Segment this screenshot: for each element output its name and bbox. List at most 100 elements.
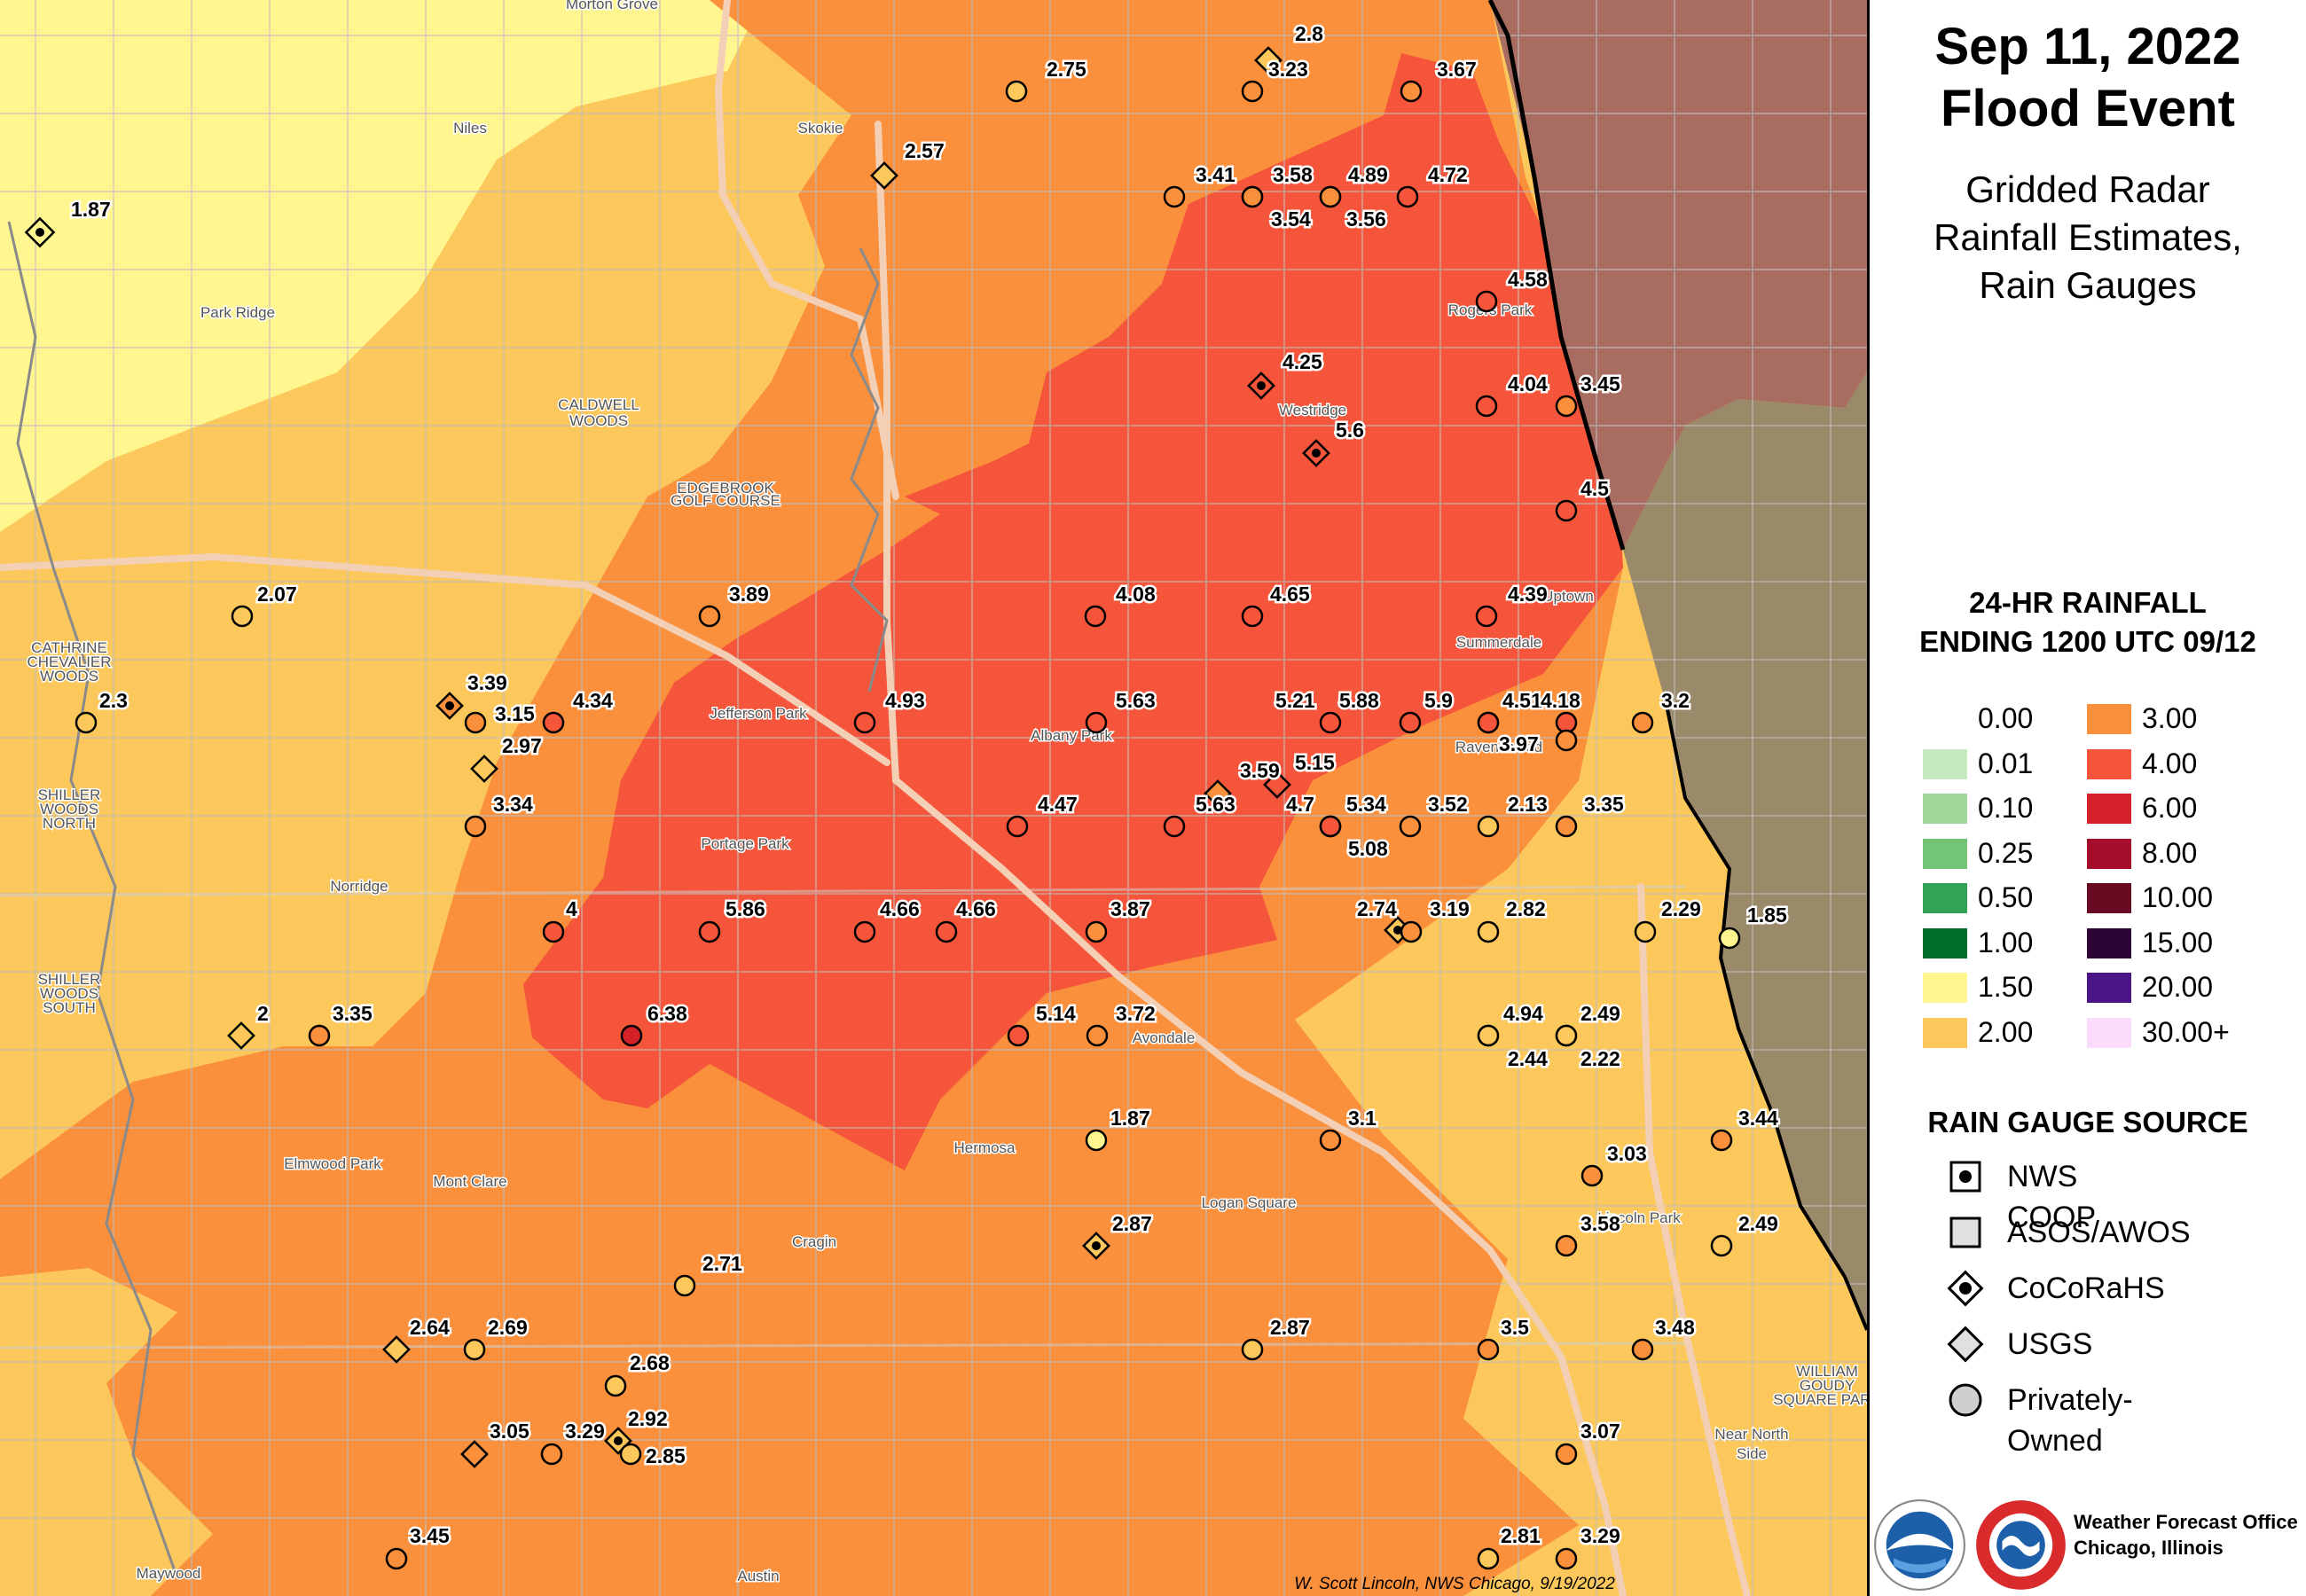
place-label: Cragin	[792, 1233, 836, 1250]
shoreline	[1487, 0, 1626, 551]
gauge-marker-private	[542, 711, 565, 734]
gauge-marker-private	[1475, 605, 1498, 628]
place-label: Maywood	[137, 1565, 201, 1582]
gauge-marker-private	[1634, 920, 1657, 943]
gauge-value: 2.22	[1580, 1047, 1620, 1070]
map-title-line2: Flood Event	[1941, 80, 2235, 137]
place-label: Avondale	[1133, 1029, 1196, 1046]
gauge-marker-private	[1718, 927, 1741, 950]
place-label: Elmwood Park	[284, 1155, 381, 1172]
gauge-marker-cocorahs	[1082, 1232, 1110, 1260]
street-grid	[0, 0, 1867, 1596]
gauge-value: 5.63	[1116, 689, 1156, 712]
gauge-marker-private	[540, 1443, 563, 1466]
legend-label: 2.00	[1978, 1015, 2034, 1048]
place-label: WOODS	[40, 801, 98, 818]
gauge-marker-private	[1555, 729, 1578, 752]
gauge-marker-private	[464, 815, 487, 838]
source-symbol-icon	[1947, 1326, 1984, 1363]
gauge-marker-private	[1007, 1024, 1030, 1047]
gauge-value: 2.29	[1661, 897, 1701, 920]
gauge-value: 3.54	[1271, 207, 1311, 231]
gauge-value: 3.5	[1501, 1316, 1529, 1339]
gauge-value: 4.7	[1286, 793, 1314, 816]
place-label: CATHRINE	[31, 639, 107, 656]
gauge-marker-private	[604, 1374, 627, 1397]
gauge-value: 2.82	[1506, 897, 1546, 920]
gauge-marker-usgs	[382, 1335, 411, 1364]
place-label: Side	[1737, 1445, 1767, 1462]
gauge-value: 3.35	[333, 1002, 373, 1025]
gauge-marker-private	[542, 920, 565, 943]
gauge-marker-private	[853, 711, 876, 734]
gauge-marker-usgs	[1204, 779, 1232, 808]
gauge-marker-private	[698, 920, 721, 943]
legend-label: 1.50	[1978, 971, 2034, 1003]
legend-swatch	[1923, 704, 1967, 734]
place-label: Westridge	[1279, 402, 1346, 419]
gauge-value: 5.21	[1275, 689, 1315, 712]
gauge-value: 3.15	[495, 702, 535, 725]
gauge-marker-private	[1085, 711, 1108, 734]
legend-swatch	[2087, 704, 2131, 734]
legend-swatch	[1923, 1017, 1967, 1048]
legend-swatch	[2087, 883, 2131, 913]
source-header: RAIN GAUGE SOURCE	[1927, 1106, 2248, 1138]
office-name: Weather Forecast Office Chicago, Illinoi…	[2074, 1509, 2298, 1561]
gauge-value: 4.5	[1580, 477, 1609, 500]
gauge-marker-cocorahs	[1302, 439, 1330, 467]
gauge-value: 4.47	[1038, 793, 1078, 816]
gauge-value: 3.58	[1273, 163, 1313, 186]
place-label: Summerdale	[1456, 634, 1541, 651]
legend-label: 4.00	[2142, 747, 2198, 779]
gauge-value: 3.23	[1268, 58, 1308, 81]
legend-header-line1: 24-HR RAINFALL	[1969, 586, 2207, 619]
gauge-marker-usgs	[870, 161, 898, 190]
gauge-marker-private	[385, 1547, 408, 1570]
gauge-marker-private	[1555, 1234, 1578, 1257]
legend-swatch	[2087, 794, 2131, 824]
place-label: WOODS	[40, 985, 98, 1002]
map-title-line1: Sep 11, 2022	[1934, 18, 2241, 75]
office-line2: Chicago, Illinois	[2074, 1537, 2224, 1559]
place-label: CALDWELL	[558, 396, 639, 413]
place-label: Jefferson Park	[710, 705, 807, 722]
gauge-value: 3.97	[1499, 732, 1539, 755]
source-label: Privately-Owned	[2007, 1383, 2133, 1458]
gauge-marker-private	[1319, 815, 1342, 838]
gauge-value: 3.56	[1346, 207, 1386, 231]
place-label: Skokie	[797, 120, 843, 137]
gauge-marker-private	[1710, 1129, 1733, 1152]
gauge-marker-usgs	[1263, 771, 1291, 799]
place-label: Portage Park	[701, 835, 789, 852]
gauge-value: 5.86	[726, 897, 765, 920]
gauge-value: 5.6	[1336, 419, 1364, 442]
gauge-marker-private	[1477, 1024, 1500, 1047]
gauge-value: 2.49	[1580, 1002, 1620, 1025]
gauge-value: 5.88	[1339, 689, 1379, 712]
subtitle-line3: Rain Gauges	[1979, 264, 2197, 306]
office-line1: Weather Forecast Office	[2074, 1511, 2298, 1533]
legend-swatch	[2087, 973, 2131, 1003]
source-symbol-icon	[1947, 1270, 1984, 1307]
place-label: WOODS	[569, 412, 628, 429]
map-credit: W. Scott Lincoln, NWS Chicago, 9/19/2022	[1294, 1575, 1615, 1593]
legend-swatch	[2087, 838, 2131, 869]
gauge-value: 2.97	[502, 734, 542, 757]
gauge-marker-private	[1555, 711, 1578, 734]
legend-swatch	[2087, 927, 2131, 958]
gauge-value: 3.45	[410, 1524, 450, 1547]
legend-label: 15.00	[2142, 926, 2214, 958]
gauge-marker-usgs	[227, 1021, 255, 1050]
gauge-marker-cocorahs	[1247, 372, 1275, 400]
gauge-marker-private	[1400, 80, 1423, 103]
gauge-marker-coop	[24, 216, 56, 248]
gauge-marker-private	[620, 1024, 643, 1047]
gauge-marker-private	[1319, 1129, 1342, 1152]
gauge-value: 4.25	[1282, 350, 1322, 373]
place-label: NORTH	[43, 815, 96, 832]
legend-swatch	[1923, 973, 1967, 1003]
source-label: CoCoRaHS	[2007, 1271, 2165, 1305]
legend-label: 0.10	[1978, 792, 2034, 824]
